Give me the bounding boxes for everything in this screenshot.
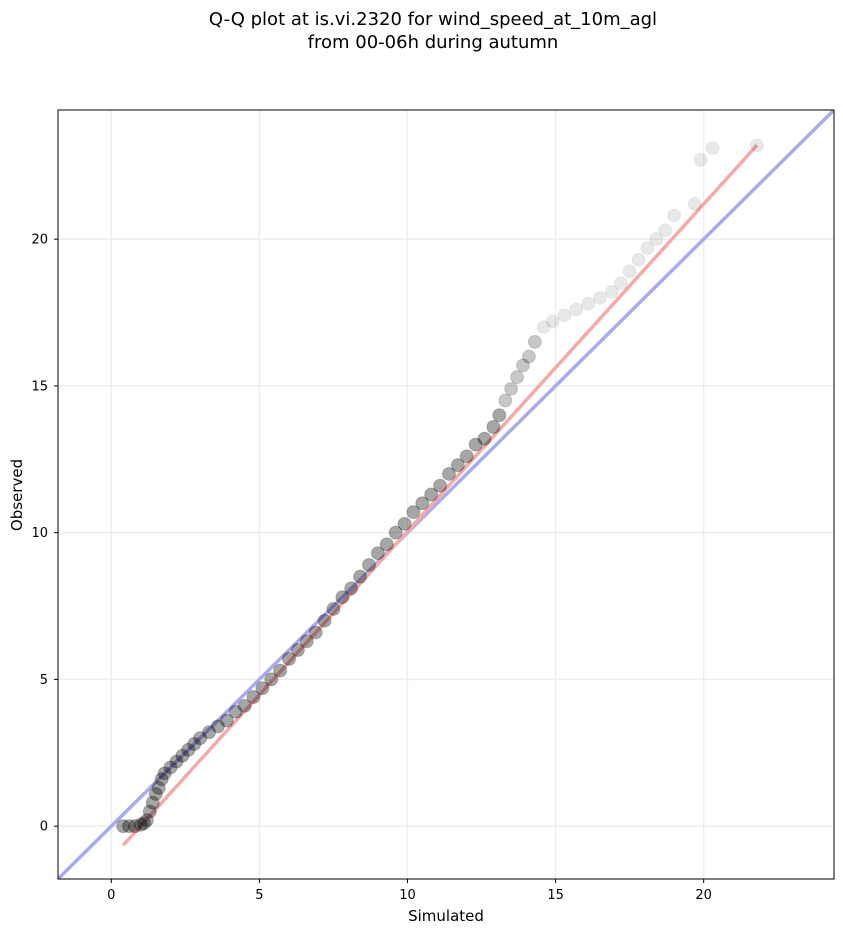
data-point — [210, 719, 225, 734]
data-point — [133, 817, 148, 832]
data-point — [749, 138, 764, 153]
data-point — [255, 681, 270, 696]
data-point — [631, 252, 646, 267]
data-point — [175, 748, 190, 763]
data-point — [593, 290, 608, 305]
fit-line — [121, 144, 759, 847]
data-point — [649, 232, 664, 247]
data-point — [264, 672, 279, 687]
x-tick-label-4: 20 — [695, 888, 712, 903]
data-point — [658, 223, 673, 238]
y-tick-label-4: 20 — [31, 233, 48, 248]
reference-lines — [58, 110, 834, 879]
data-point — [139, 813, 154, 828]
data-point — [504, 381, 519, 396]
data-point — [290, 643, 305, 658]
data-point — [317, 613, 332, 628]
data-point — [353, 569, 368, 584]
x-axis-label: Simulated — [408, 907, 484, 925]
data-point — [569, 302, 584, 317]
data-point — [527, 334, 542, 349]
data-points — [116, 138, 764, 834]
x-axis-ticks: 0 5 10 15 20 — [107, 879, 712, 903]
data-point — [613, 276, 628, 291]
data-point — [122, 819, 137, 834]
data-point — [581, 296, 596, 311]
chart-title-line-1: Q-Q plot at is.vi.2320 for wind_speed_at… — [209, 9, 657, 30]
data-point — [510, 370, 525, 385]
data-point — [545, 314, 560, 329]
data-point — [219, 713, 234, 728]
data-point — [604, 284, 619, 299]
data-point — [498, 393, 513, 408]
data-point — [148, 786, 163, 801]
data-point — [237, 698, 252, 713]
data-point — [246, 690, 261, 705]
data-point — [459, 449, 474, 464]
data-point — [536, 320, 551, 335]
data-point — [379, 537, 394, 552]
data-point — [397, 516, 412, 531]
data-point — [441, 466, 456, 481]
y-tick-label-0: 0 — [40, 820, 48, 835]
identity-line — [58, 110, 834, 879]
y-axis-label: Observed — [8, 459, 26, 531]
data-point — [516, 358, 531, 373]
data-point — [370, 546, 385, 561]
data-point — [477, 431, 492, 446]
data-point — [273, 663, 288, 678]
data-point — [388, 525, 403, 540]
data-point — [335, 590, 350, 605]
x-tick-label-1: 5 — [255, 888, 263, 903]
data-point — [151, 781, 166, 796]
data-point — [282, 651, 297, 666]
data-point — [202, 725, 217, 740]
data-point — [163, 760, 178, 775]
data-point — [145, 795, 160, 810]
data-point — [187, 736, 202, 751]
data-point — [687, 196, 702, 211]
data-point — [181, 742, 196, 757]
x-tick-label-0: 0 — [107, 888, 115, 903]
data-point — [116, 819, 131, 834]
data-point — [468, 437, 483, 452]
data-point — [667, 208, 682, 223]
y-tick-label-3: 15 — [31, 379, 48, 394]
data-point — [521, 349, 536, 364]
data-point — [622, 264, 637, 279]
y-tick-label-1: 5 — [40, 673, 48, 688]
data-point — [326, 601, 341, 616]
y-tick-label-2: 10 — [31, 526, 48, 541]
data-point — [450, 458, 465, 473]
data-point — [169, 754, 184, 769]
x-tick-label-2: 10 — [399, 888, 416, 903]
data-point — [193, 731, 208, 746]
data-point — [557, 308, 572, 323]
data-point — [344, 581, 359, 596]
data-point — [640, 240, 655, 255]
data-point — [308, 625, 323, 640]
data-point — [157, 766, 172, 781]
data-point — [154, 772, 169, 787]
data-point — [693, 152, 708, 167]
chart-title-line-2: from 00-06h during autumn — [308, 32, 559, 53]
data-point — [424, 487, 439, 502]
data-point — [492, 408, 507, 423]
data-point — [128, 819, 143, 834]
data-point — [415, 496, 430, 511]
data-point — [705, 141, 720, 156]
y-axis-ticks: 0 5 10 15 20 — [31, 233, 58, 835]
data-point — [142, 804, 157, 819]
data-point — [406, 505, 421, 520]
x-tick-label-3: 15 — [547, 888, 564, 903]
data-point — [361, 557, 376, 572]
data-point — [299, 634, 314, 649]
data-point — [228, 704, 243, 719]
plot-area-frame — [57, 109, 835, 880]
data-point — [433, 478, 448, 493]
data-point — [486, 419, 501, 434]
data-point — [136, 816, 151, 831]
